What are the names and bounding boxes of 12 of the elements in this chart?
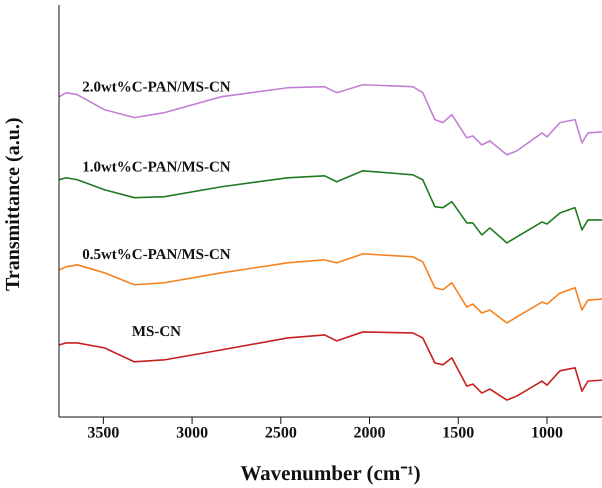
y-axis-title: Transmittance (a.u.) <box>2 118 24 291</box>
x-tick-label: 2500 <box>264 424 297 442</box>
x-tick-label: 3500 <box>87 424 120 442</box>
x-tick-label: 1500 <box>442 424 474 442</box>
x-tick-label: 3000 <box>176 424 208 442</box>
x-axis-title: Wavenumber (cm⁻¹) <box>240 461 421 485</box>
series-label: 2.0wt%C-PAN/MS-CN <box>82 80 231 96</box>
series-label: MS-CN <box>132 324 182 340</box>
x-tick-label: 2000 <box>354 424 386 442</box>
x-tick-label: 1000 <box>530 424 563 442</box>
series-label: 1.0wt%C-PAN/MS-CN <box>82 160 231 176</box>
series-label: 0.5wt%C-PAN/MS-CN <box>82 246 231 263</box>
